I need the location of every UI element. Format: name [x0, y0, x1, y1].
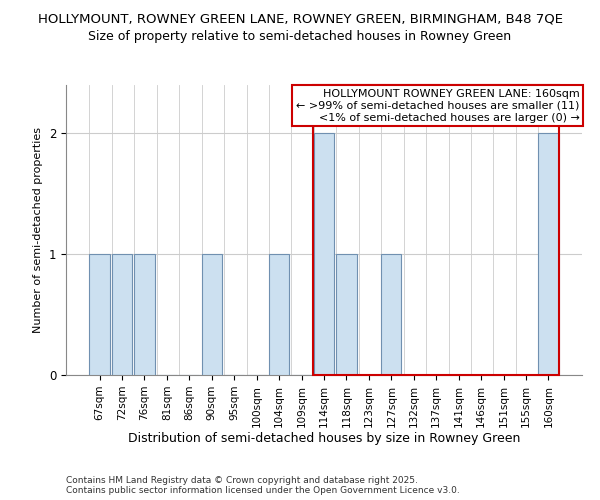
- Y-axis label: Number of semi-detached properties: Number of semi-detached properties: [33, 127, 43, 333]
- Bar: [381, 254, 401, 375]
- Bar: [538, 134, 559, 375]
- Text: Contains HM Land Registry data © Crown copyright and database right 2025.
Contai: Contains HM Land Registry data © Crown c…: [66, 476, 460, 495]
- Text: HOLLYMOUNT, ROWNEY GREEN LANE, ROWNEY GREEN, BIRMINGHAM, B48 7QE: HOLLYMOUNT, ROWNEY GREEN LANE, ROWNEY GR…: [37, 12, 563, 26]
- Text: Size of property relative to semi-detached houses in Rowney Green: Size of property relative to semi-detach…: [88, 30, 512, 43]
- Text: HOLLYMOUNT ROWNEY GREEN LANE: 160sqm
← >99% of semi-detached houses are smaller : HOLLYMOUNT ROWNEY GREEN LANE: 160sqm ← >…: [296, 90, 580, 122]
- Bar: [134, 254, 155, 375]
- Bar: [112, 254, 132, 375]
- X-axis label: Distribution of semi-detached houses by size in Rowney Green: Distribution of semi-detached houses by …: [128, 432, 520, 446]
- Bar: [314, 134, 334, 375]
- Bar: [89, 254, 110, 375]
- Bar: [202, 254, 222, 375]
- Bar: [313, 85, 559, 375]
- Bar: [269, 254, 289, 375]
- Bar: [337, 254, 356, 375]
